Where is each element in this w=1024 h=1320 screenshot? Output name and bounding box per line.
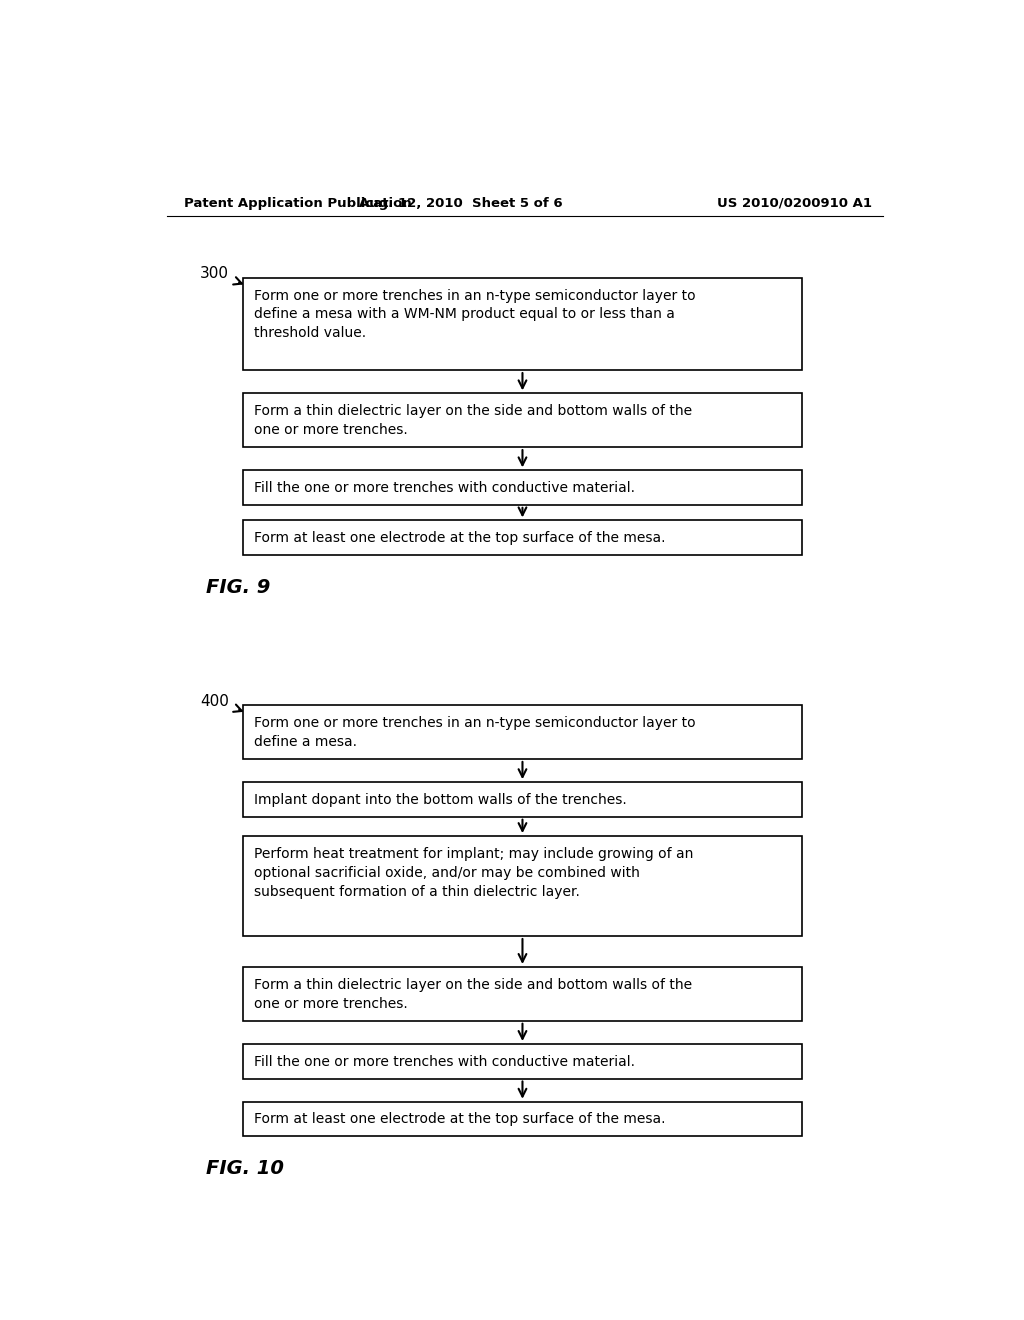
Text: Implant dopant into the bottom walls of the trenches.: Implant dopant into the bottom walls of … bbox=[254, 793, 627, 807]
Text: 300: 300 bbox=[200, 267, 228, 281]
Text: Form one or more trenches in an n-type semiconductor layer to
define a mesa with: Form one or more trenches in an n-type s… bbox=[254, 289, 696, 341]
Bar bbox=[243, 393, 802, 447]
Bar bbox=[243, 1102, 802, 1137]
Bar bbox=[243, 966, 802, 1020]
Text: Patent Application Publication: Patent Application Publication bbox=[183, 197, 412, 210]
Text: Form a thin dielectric layer on the side and bottom walls of the
one or more tre: Form a thin dielectric layer on the side… bbox=[254, 978, 692, 1011]
Text: Form at least one electrode at the top surface of the mesa.: Form at least one electrode at the top s… bbox=[254, 1113, 666, 1126]
Text: Fill the one or more trenches with conductive material.: Fill the one or more trenches with condu… bbox=[254, 480, 635, 495]
Bar bbox=[243, 1044, 802, 1078]
Bar bbox=[243, 470, 802, 504]
Text: Form one or more trenches in an n-type semiconductor layer to
define a mesa.: Form one or more trenches in an n-type s… bbox=[254, 715, 696, 748]
Text: FIG. 10: FIG. 10 bbox=[206, 1159, 284, 1179]
Text: FIG. 9: FIG. 9 bbox=[206, 578, 270, 597]
Text: Aug. 12, 2010  Sheet 5 of 6: Aug. 12, 2010 Sheet 5 of 6 bbox=[359, 197, 563, 210]
Text: 400: 400 bbox=[200, 693, 228, 709]
Bar bbox=[243, 781, 802, 817]
Bar bbox=[243, 705, 802, 759]
Text: Fill the one or more trenches with conductive material.: Fill the one or more trenches with condu… bbox=[254, 1055, 635, 1069]
Bar bbox=[243, 277, 802, 370]
Text: Form a thin dielectric layer on the side and bottom walls of the
one or more tre: Form a thin dielectric layer on the side… bbox=[254, 404, 692, 437]
Text: Perform heat treatment for implant; may include growing of an
optional sacrifici: Perform heat treatment for implant; may … bbox=[254, 847, 693, 899]
Bar bbox=[243, 520, 802, 554]
Text: US 2010/0200910 A1: US 2010/0200910 A1 bbox=[717, 197, 872, 210]
Bar bbox=[243, 836, 802, 936]
Text: Form at least one electrode at the top surface of the mesa.: Form at least one electrode at the top s… bbox=[254, 531, 666, 545]
